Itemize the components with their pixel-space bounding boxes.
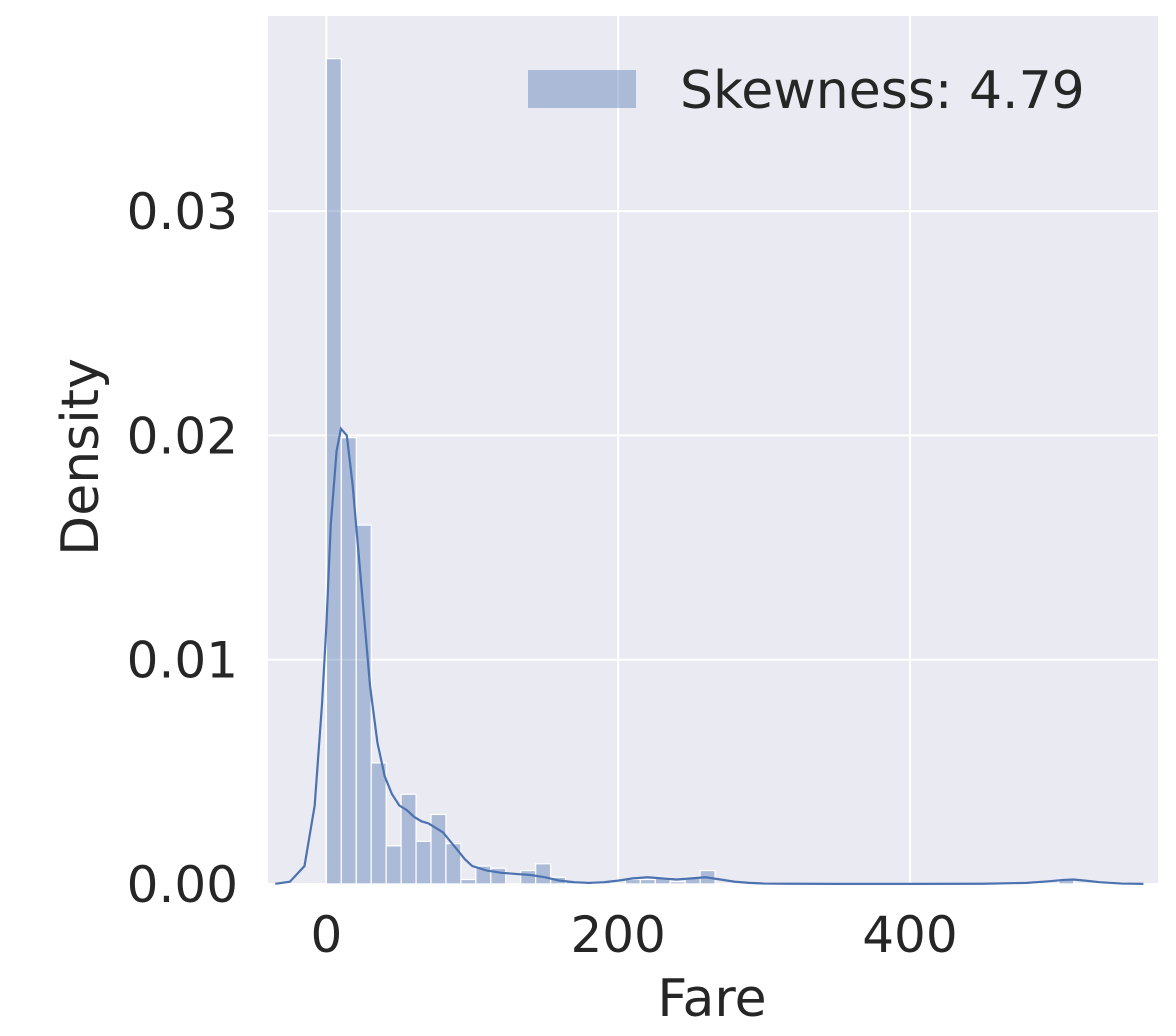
histogram-bar [535,863,552,885]
y-tick-label: 0.03 [127,183,238,241]
y-tick-label: 0.02 [127,407,238,465]
plot-area [268,16,1158,884]
x-tick-label: 400 [862,906,957,964]
kde-line [275,426,1144,885]
histogram-bar [654,876,671,885]
x-axis-label: Fare [657,969,766,1029]
histogram-bar [430,813,447,885]
histogram-bar [370,762,387,885]
histogram-bar [445,843,462,885]
histogram-bar [325,58,342,885]
y-tick-label: 0.00 [127,856,238,914]
histogram-bar [460,878,477,885]
x-tick-labels: 0 200 400 [310,906,957,964]
y-tick-labels: 0.00 0.01 0.02 0.03 [127,183,238,914]
histogram-bar [520,869,537,885]
x-tick-label: 200 [570,906,665,964]
histogram-bar [639,878,656,885]
x-tick-label: 0 [310,906,342,964]
y-axis-label: Density [51,358,111,556]
legend-label: Skewness: 4.79 [680,61,1085,121]
legend: Skewness: 4.79 [528,61,1085,121]
histogram-bar [385,845,402,885]
y-tick-label: 0.01 [127,632,238,690]
histogram-bar [669,881,686,885]
histogram-bar [415,840,432,885]
legend-swatch [528,70,636,108]
histogram-bar [355,524,372,885]
